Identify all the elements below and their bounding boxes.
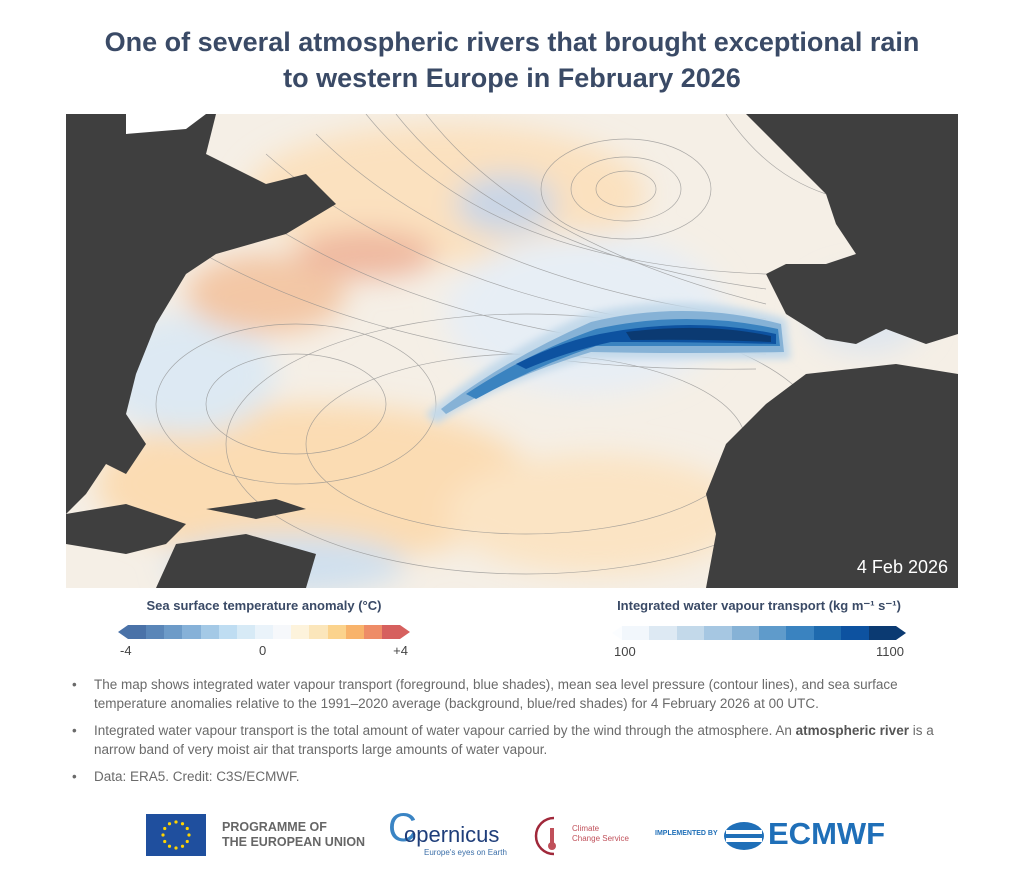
colorbar-swatch	[273, 625, 292, 639]
sst-min-label: -4	[120, 643, 132, 658]
ivt-legend-title: Integrated water vapour transport (kg m⁻…	[617, 598, 901, 613]
colorbar-swatch	[291, 625, 310, 639]
colorbar-swatch	[128, 625, 147, 639]
colorbar-swatch	[254, 625, 274, 639]
sst-legend-title: Sea surface temperature anomaly (°C)	[146, 598, 382, 613]
eu-star	[180, 822, 185, 826]
page-title: One of several atmospheric rivers that b…	[104, 27, 920, 93]
colorbar-swatch	[622, 626, 650, 640]
eu-star	[167, 844, 172, 848]
atmospheric-river	[426, 302, 791, 424]
colorbar-swatch	[146, 625, 165, 639]
greenland-ice	[126, 114, 206, 134]
sst-legend: Sea surface temperature anomaly (°C) -4 …	[118, 598, 411, 661]
eu-programme-text: PROGRAMME OF THE EUROPEAN UNION	[222, 820, 366, 849]
colorbar-swatch	[200, 625, 219, 639]
colorbar-swatch	[363, 625, 382, 639]
eu-star	[163, 839, 167, 844]
sst-colorbar	[118, 625, 411, 639]
eu-star	[174, 820, 178, 824]
date-label: 4 Feb 2026	[856, 557, 948, 577]
colorbar-swatch	[182, 625, 201, 639]
sst-mid-label: 0	[259, 643, 267, 658]
eu-star	[185, 826, 189, 831]
colorbar-swatch	[841, 626, 869, 640]
note-item: The map shows integrated water vapour tr…	[72, 675, 952, 713]
copernicus-logo: C opernicus Europe's eyes on Earth	[388, 806, 507, 857]
eu-star	[187, 833, 191, 837]
eu-star	[167, 822, 172, 826]
colorbar-swatch	[786, 626, 814, 640]
colorbar-swatch	[868, 626, 897, 640]
eu-star	[185, 839, 189, 844]
colorbar-extend-low	[612, 626, 622, 640]
eu-star	[180, 844, 185, 848]
note-item: Data: ERA5. Credit: C3S/ECMWF.	[72, 767, 952, 786]
colorbar-swatch	[676, 626, 705, 640]
eu-flag-logo	[146, 814, 206, 856]
logo-strip: PROGRAMME OF THE EUROPEAN UNION C opernic…	[0, 806, 1024, 862]
colorbar-swatch	[381, 625, 401, 639]
colorbar-extend-low	[118, 625, 128, 639]
colorbar-swatch	[309, 625, 328, 639]
c3s-logo: Climate Change Service	[534, 814, 634, 858]
colorbar-swatch	[649, 626, 677, 640]
colorbar-swatch	[164, 625, 183, 639]
colorbar-swatch	[813, 626, 842, 640]
notes-list: The map shows integrated water vapour tr…	[72, 675, 952, 794]
north-atlantic-map	[66, 114, 958, 588]
colorbar-extend-high	[896, 626, 907, 640]
ivt-colorbar	[612, 626, 907, 640]
sst-max-label: +4	[393, 643, 408, 658]
colorbar-swatch	[236, 625, 255, 639]
ivt-max-label: 1100	[876, 644, 904, 659]
land	[66, 114, 958, 588]
eu-star	[174, 846, 178, 850]
ivt-min-label: 100	[614, 644, 636, 659]
colorbar-swatch	[759, 626, 787, 640]
colorbar-extend-high	[400, 625, 411, 639]
implemented-by-label: IMPLEMENTED BY	[655, 830, 718, 837]
colorbar-swatch	[704, 626, 732, 640]
ecmwf-wave-icon	[724, 822, 764, 850]
colorbar-swatch	[218, 625, 237, 639]
colorbar-swatch	[731, 626, 760, 640]
eu-star	[161, 833, 165, 837]
note-item: Integrated water vapour transport is the…	[72, 721, 952, 759]
colorbar-swatch	[345, 625, 364, 639]
thermometer-cloud-icon	[534, 816, 556, 856]
ivt-legend: Integrated water vapour transport (kg m⁻…	[612, 598, 907, 662]
eu-star	[163, 826, 167, 831]
colorbar-swatch	[327, 625, 346, 639]
